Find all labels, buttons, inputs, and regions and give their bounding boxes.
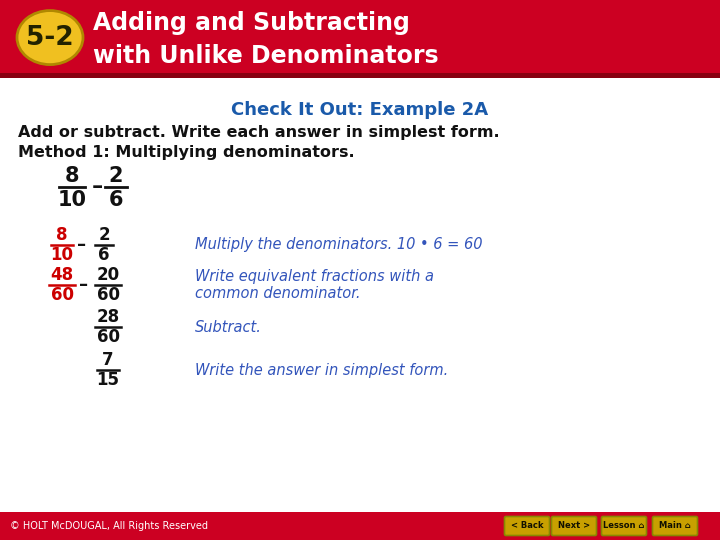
Text: 8: 8 bbox=[56, 226, 68, 244]
FancyBboxPatch shape bbox=[652, 516, 698, 536]
Text: 10: 10 bbox=[58, 190, 86, 210]
Text: © HOLT McDOUGAL, All Rights Reserved: © HOLT McDOUGAL, All Rights Reserved bbox=[10, 521, 208, 531]
Text: 60: 60 bbox=[96, 328, 120, 346]
Text: 28: 28 bbox=[96, 308, 120, 326]
Text: Subtract.: Subtract. bbox=[195, 320, 262, 334]
FancyBboxPatch shape bbox=[505, 516, 549, 536]
Text: 6: 6 bbox=[98, 246, 109, 264]
Text: Next >: Next > bbox=[558, 522, 590, 530]
Text: 10: 10 bbox=[50, 246, 73, 264]
Text: < Back: < Back bbox=[510, 522, 544, 530]
Text: with Unlike Denominators: with Unlike Denominators bbox=[93, 44, 438, 69]
Text: Lesson ⌂: Lesson ⌂ bbox=[603, 522, 644, 530]
Bar bbox=[0, 0, 720, 78]
Text: common denominator.: common denominator. bbox=[195, 287, 361, 301]
Text: Write equivalent fractions with a: Write equivalent fractions with a bbox=[195, 268, 434, 284]
Text: –: – bbox=[78, 236, 86, 254]
Text: Multiply the denominators. 10 • 6 = 60: Multiply the denominators. 10 • 6 = 60 bbox=[195, 238, 482, 253]
Text: 7: 7 bbox=[102, 351, 114, 369]
FancyBboxPatch shape bbox=[601, 516, 647, 536]
Text: 15: 15 bbox=[96, 371, 120, 389]
Text: 20: 20 bbox=[96, 266, 120, 284]
Text: 2: 2 bbox=[109, 166, 123, 186]
Text: Add or subtract. Write each answer in simplest form.: Add or subtract. Write each answer in si… bbox=[18, 125, 500, 140]
Text: 60: 60 bbox=[96, 286, 120, 304]
Text: –: – bbox=[91, 177, 103, 197]
Text: 2: 2 bbox=[98, 226, 110, 244]
Text: 48: 48 bbox=[50, 266, 73, 284]
Text: 8: 8 bbox=[65, 166, 79, 186]
Bar bbox=[0, 512, 720, 540]
Text: 5-2: 5-2 bbox=[26, 25, 74, 51]
Text: Adding and Subtracting: Adding and Subtracting bbox=[93, 11, 410, 36]
Text: 60: 60 bbox=[50, 286, 73, 304]
Ellipse shape bbox=[17, 11, 83, 65]
Text: Method 1: Multiplying denominators.: Method 1: Multiplying denominators. bbox=[18, 145, 355, 160]
FancyBboxPatch shape bbox=[552, 516, 596, 536]
Text: Main ⌂: Main ⌂ bbox=[659, 522, 691, 530]
Text: 6: 6 bbox=[109, 190, 123, 210]
Text: Write the answer in simplest form.: Write the answer in simplest form. bbox=[195, 362, 449, 377]
Text: –: – bbox=[79, 276, 89, 294]
Text: Check It Out: Example 2A: Check It Out: Example 2A bbox=[231, 101, 489, 119]
Bar bbox=[0, 73, 720, 78]
